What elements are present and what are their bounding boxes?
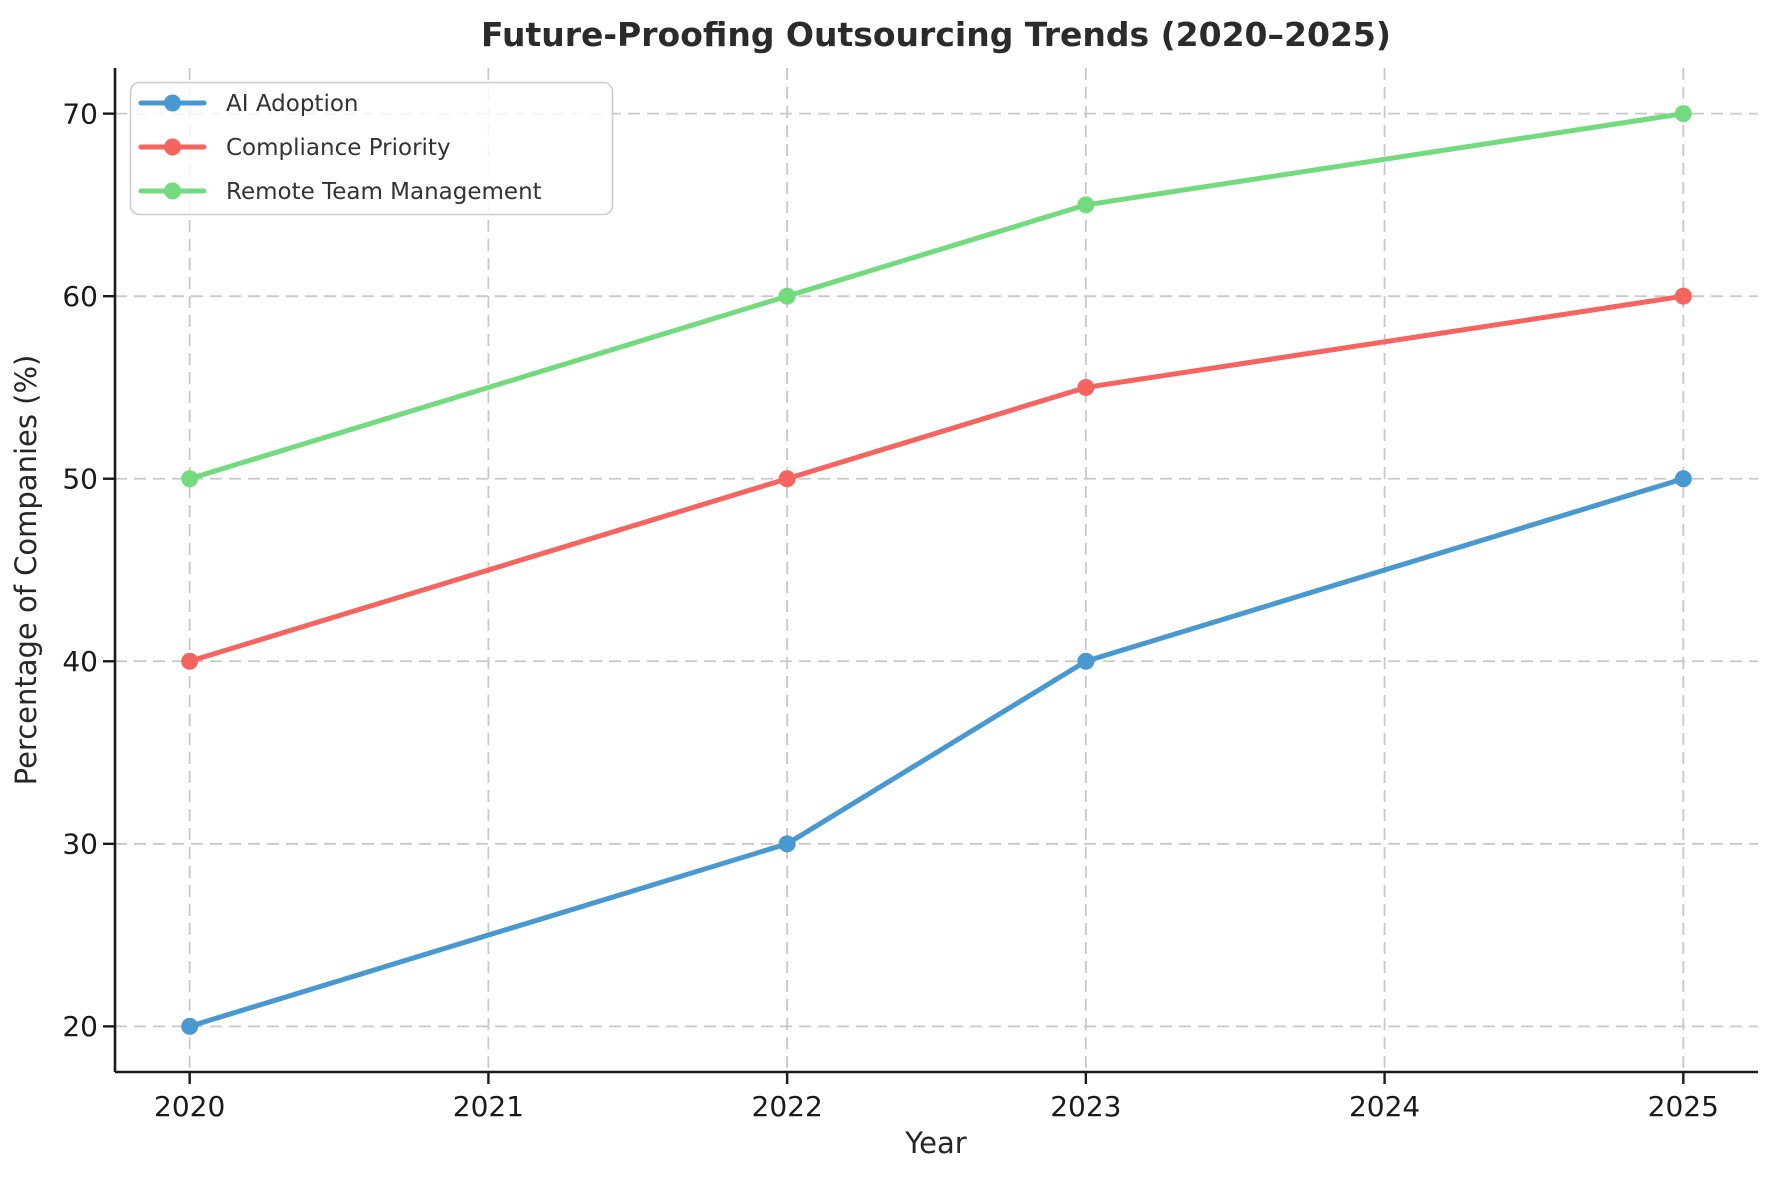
series-line: [187, 476, 1686, 1029]
series-line: [187, 111, 1686, 482]
data-point-marker: [1674, 287, 1692, 305]
legend-label: Remote Team Management: [226, 179, 542, 205]
data-point-marker: [1674, 105, 1692, 123]
data-point-marker: [1077, 196, 1095, 214]
y-tick-label: 20: [62, 1010, 98, 1043]
data-point-marker: [1077, 652, 1095, 670]
y-tick-label: 50: [62, 463, 98, 496]
x-tick-label: 2020: [154, 1090, 225, 1123]
legend-item: AI Adoption: [138, 91, 359, 117]
legend-box: [129, 81, 614, 216]
y-tick-label: 60: [62, 280, 98, 313]
grid-layer: [115, 68, 1758, 1072]
data-point-marker: [181, 1017, 199, 1035]
y-axis-label: Percentage of Companies (%): [9, 355, 43, 786]
legend-item: Remote Team Management: [138, 179, 542, 205]
legend-marker-icon: [164, 182, 181, 200]
x-tick-label: 2024: [1349, 1090, 1420, 1123]
data-point-marker: [778, 835, 796, 853]
legend-label: Compliance Priority: [226, 135, 451, 161]
data-point-marker: [181, 652, 199, 670]
y-tick-label: 70: [62, 97, 98, 130]
data-point-marker: [778, 287, 796, 305]
chart-title: Future-Proofing Outsourcing Trends (2020…: [481, 15, 1391, 54]
x-tick-label: 2025: [1648, 1090, 1719, 1123]
legend-item: Compliance Priority: [138, 135, 451, 161]
series-layer: [181, 105, 1692, 1035]
legend-marker-icon: [164, 94, 181, 112]
axis-layer: 20 30 40 50 60 70 2020 2021 2022 2023 2024 2025: [62, 68, 1758, 1123]
legend-label: AI Adoption: [226, 91, 359, 117]
series-line: [187, 293, 1686, 664]
legend: AI Adoption Compliance Priority Remote T…: [129, 81, 614, 216]
data-point-marker: [1077, 378, 1095, 396]
x-tick-label: 2023: [1050, 1090, 1121, 1123]
data-point-marker: [1674, 470, 1692, 488]
x-tick-label: 2022: [752, 1090, 823, 1123]
data-point-marker: [181, 470, 199, 488]
legend-marker-icon: [164, 138, 181, 156]
x-tick-label: 2021: [453, 1090, 524, 1123]
y-tick-label: 30: [62, 828, 98, 861]
data-point-marker: [778, 470, 796, 488]
y-tick-label: 40: [62, 645, 98, 678]
x-axis-label: Year: [904, 1126, 966, 1160]
